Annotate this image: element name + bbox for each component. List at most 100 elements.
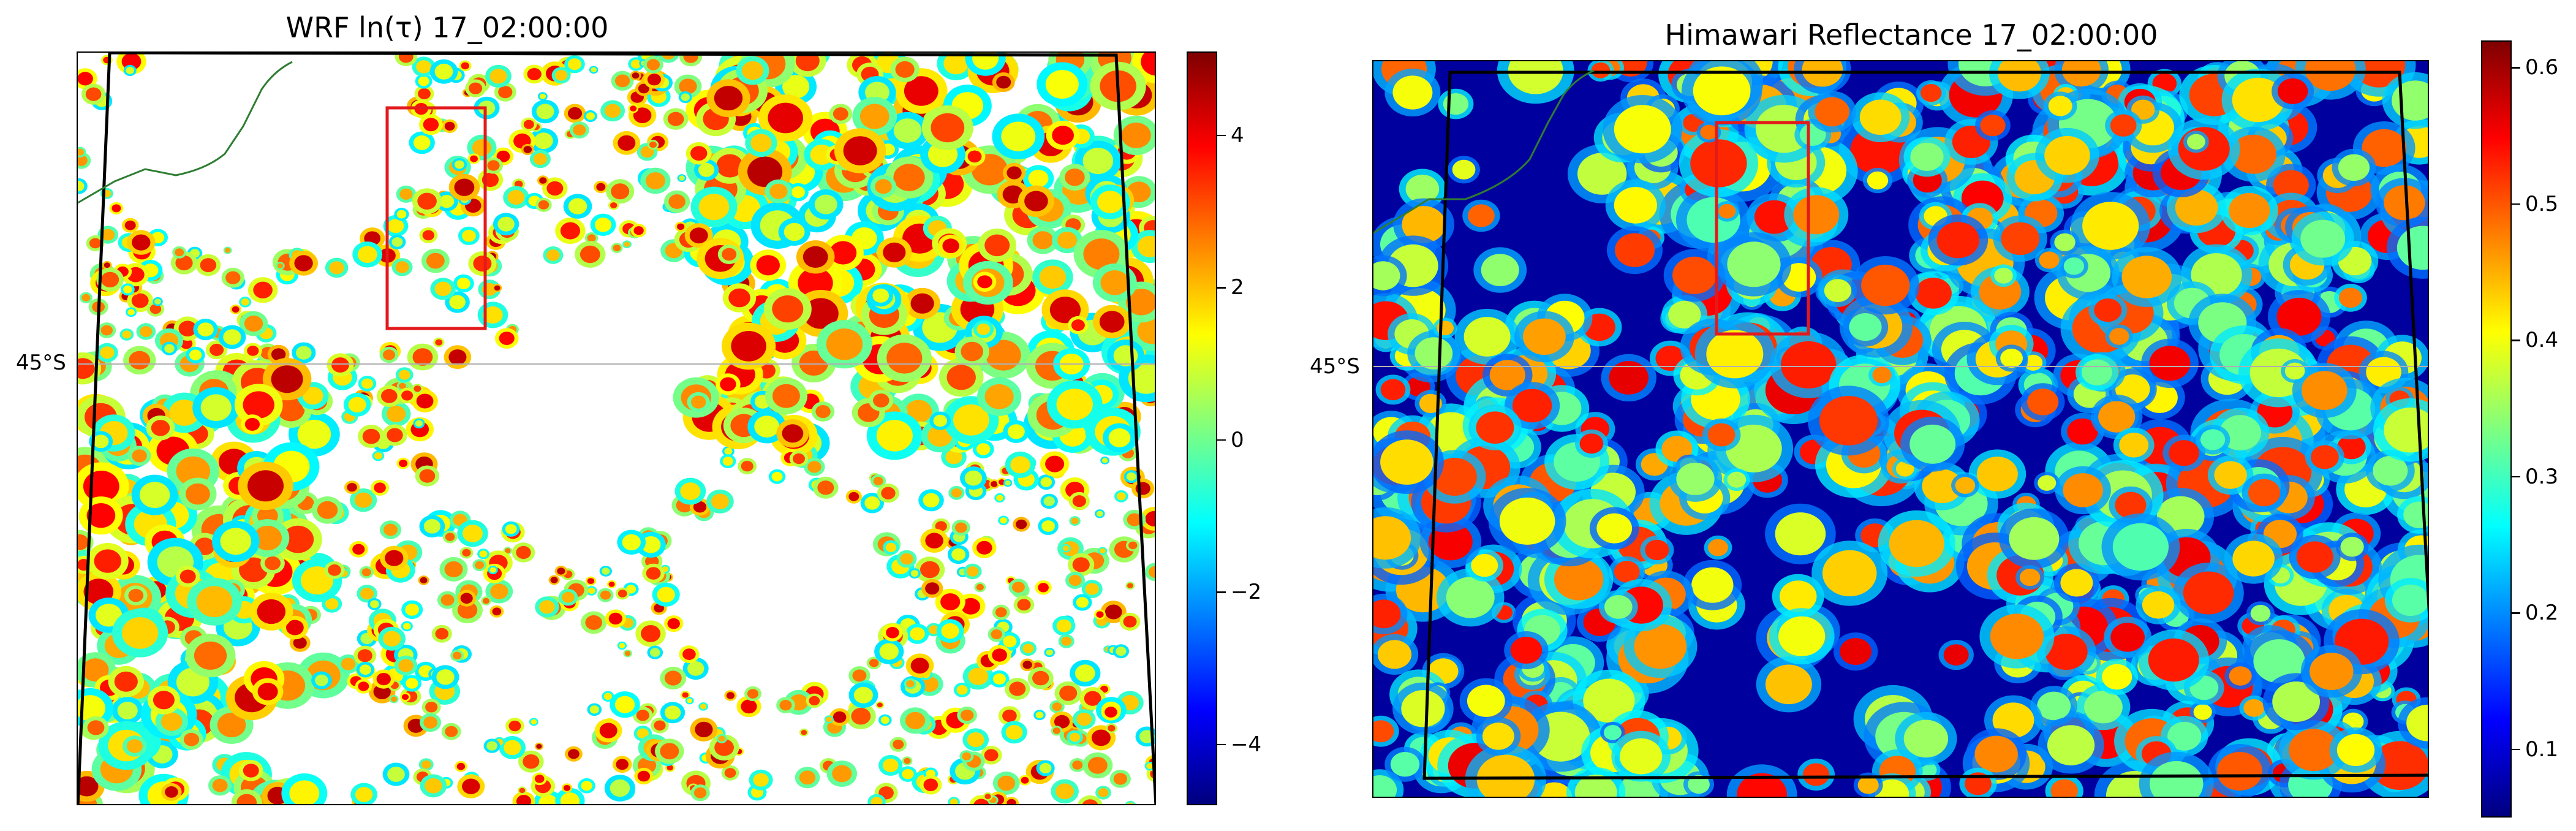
cloud-cell [1510,637,1543,664]
cloud-cell [1145,510,1155,527]
cloud-cell [185,483,210,505]
cloud-cell [1523,318,1566,355]
cloud-cell [2047,725,2095,765]
cloud-cell [1121,123,1151,148]
cloud-cell [440,594,455,606]
cloud-cell [469,82,483,94]
cloud-cell [2230,134,2276,174]
cloud-cell [425,702,438,713]
cloud-cell [1691,567,1734,603]
cloud-cell [991,481,998,487]
cloud-cell [523,146,532,153]
cloud-cell [960,709,974,721]
cloud-cell [539,600,555,614]
cloud-cell [2232,77,2284,123]
cloud-cell [139,482,170,508]
cloud-cell [772,295,804,323]
cloud-cell [444,121,455,131]
cloud-cell [78,534,89,550]
cloud-cell [1861,264,1910,306]
cloud-cell [247,346,259,356]
left-colorbar [1187,51,1217,805]
cloud-cell [799,770,816,785]
cloud-cell [247,470,284,502]
left-colorbar-tick-label: 0 [1231,427,1244,452]
cloud-cell [1065,169,1085,186]
cloud-cell [277,397,305,422]
right-colorbar-tick [2512,476,2520,478]
cloud-cell [724,768,736,778]
cloud-cell [1700,124,1718,140]
cloud-cell [667,112,684,126]
cloud-cell [2175,189,2218,226]
cloud-cell [2044,135,2090,175]
cloud-cell [1778,616,1826,656]
cloud-cell [920,561,940,579]
cloud-cell [223,329,241,345]
cloud-cell [877,702,883,708]
cloud-cell [782,424,804,443]
cloud-cell [2289,729,2339,772]
left-cloud-field [78,53,1155,804]
cloud-cell [483,306,503,324]
cloud-cell [2284,362,2305,380]
cloud-cell [904,757,911,764]
left-latitude-label: 45°S [16,351,66,375]
cloud-cell [1091,729,1111,746]
cloud-cell [596,183,606,191]
cloud-cell [1002,709,1017,723]
cloud-cell [1072,761,1083,770]
cloud-cell [630,59,641,69]
cloud-cell [329,261,344,275]
cloud-cell [194,641,227,670]
left-map-svg [78,53,1155,804]
cloud-cell [225,271,241,284]
cloud-cell [456,762,466,770]
cloud-cell [720,377,736,392]
cloud-cell [567,107,583,120]
cloud-cell [791,186,805,199]
cloud-cell [1127,802,1134,804]
cloud-cell [2039,251,2060,269]
cloud-cell [2009,517,2060,560]
cloud-cell [1604,595,1633,619]
cloud-cell [1082,799,1098,804]
cloud-cell [1471,553,1498,577]
right-domain-outline [1422,70,2428,780]
cloud-cell [600,590,611,600]
cloud-cell [2336,734,2375,766]
cloud-cell [679,175,685,181]
cloud-cell [608,612,622,625]
cloud-cell [1082,148,1114,175]
cloud-cell [711,493,729,509]
right-colorbar-tick-label: 0.5 [2525,191,2559,216]
cloud-cell [873,476,883,485]
cloud-cell [614,696,635,713]
cloud-cell [2406,704,2428,742]
cloud-cell [423,519,441,534]
cloud-cell [1075,664,1095,682]
cloud-cell [586,112,595,120]
cloud-cell [463,525,483,542]
cloud-cell [1148,566,1155,578]
cloud-cell [815,405,831,419]
cloud-cell [1481,254,1519,286]
cloud-cell [277,263,284,268]
cloud-cell [444,561,463,577]
cloud-cell [2102,664,2132,690]
cloud-cell [538,794,558,804]
cloud-cell [514,180,523,188]
cloud-cell [650,648,660,657]
cloud-cell [622,534,641,550]
cloud-cell [871,797,883,804]
cloud-cell [1076,597,1089,608]
cloud-cell [1718,203,1736,219]
cloud-cell [605,104,621,118]
cloud-cell [741,61,764,80]
cloud-cell [169,400,200,426]
cloud-cell [560,792,580,804]
cloud-cell [479,550,488,558]
cloud-cell [633,107,652,123]
cloud-cell [1859,99,1902,135]
cloud-cell [244,417,260,431]
